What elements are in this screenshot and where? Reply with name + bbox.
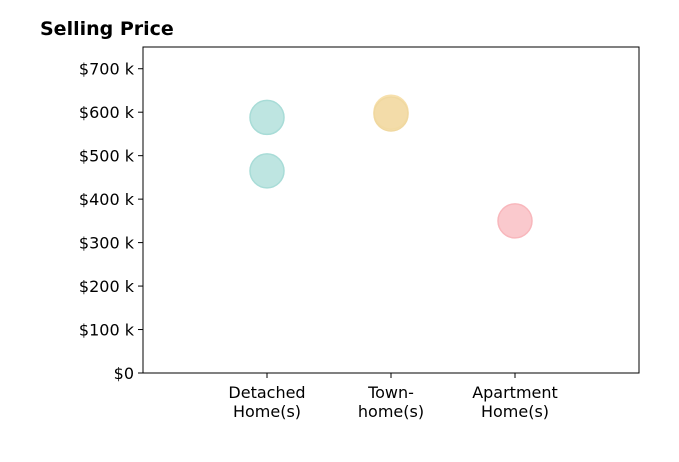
data-point-3 — [373, 96, 409, 132]
y-tick-label: $700 k — [79, 60, 135, 79]
x-axis: Detached Home(s)Town-home(s)Apartment Home… — [228, 373, 558, 421]
y-tick-label: $100 k — [79, 321, 135, 340]
data-point-1 — [249, 153, 285, 189]
x-tick-label-line: Apartment — [472, 383, 558, 402]
x-tick-label-line: home(s) — [358, 402, 424, 421]
y-tick-label: $400 k — [79, 190, 135, 209]
x-tick-label: Town-home(s) — [358, 383, 424, 421]
y-tick-label: $500 k — [79, 147, 135, 166]
x-tick-label-line: Home(s) — [481, 402, 549, 421]
y-tick-label: $200 k — [79, 277, 135, 296]
chart-title: Selling Price — [40, 18, 174, 40]
x-tick-label: Apartment Home(s) — [472, 383, 558, 421]
y-axis: $0 $100 k $200 k $300 k $400 k $500 k $600 k $7… — [79, 60, 143, 383]
data-point-4 — [497, 203, 533, 239]
x-tick-label: Detached Home(s) — [228, 383, 305, 421]
data-point-0 — [249, 99, 285, 136]
y-tick-label: $300 k — [79, 234, 135, 253]
y-tick-label: $600 k — [79, 103, 135, 122]
x-tick-label-line: Town- — [367, 383, 414, 402]
y-tick-label: $0 — [114, 364, 134, 383]
x-tick-label-line: Detached — [228, 383, 305, 402]
points-layer — [249, 94, 533, 239]
x-tick-label-line: Home(s) — [233, 402, 301, 421]
